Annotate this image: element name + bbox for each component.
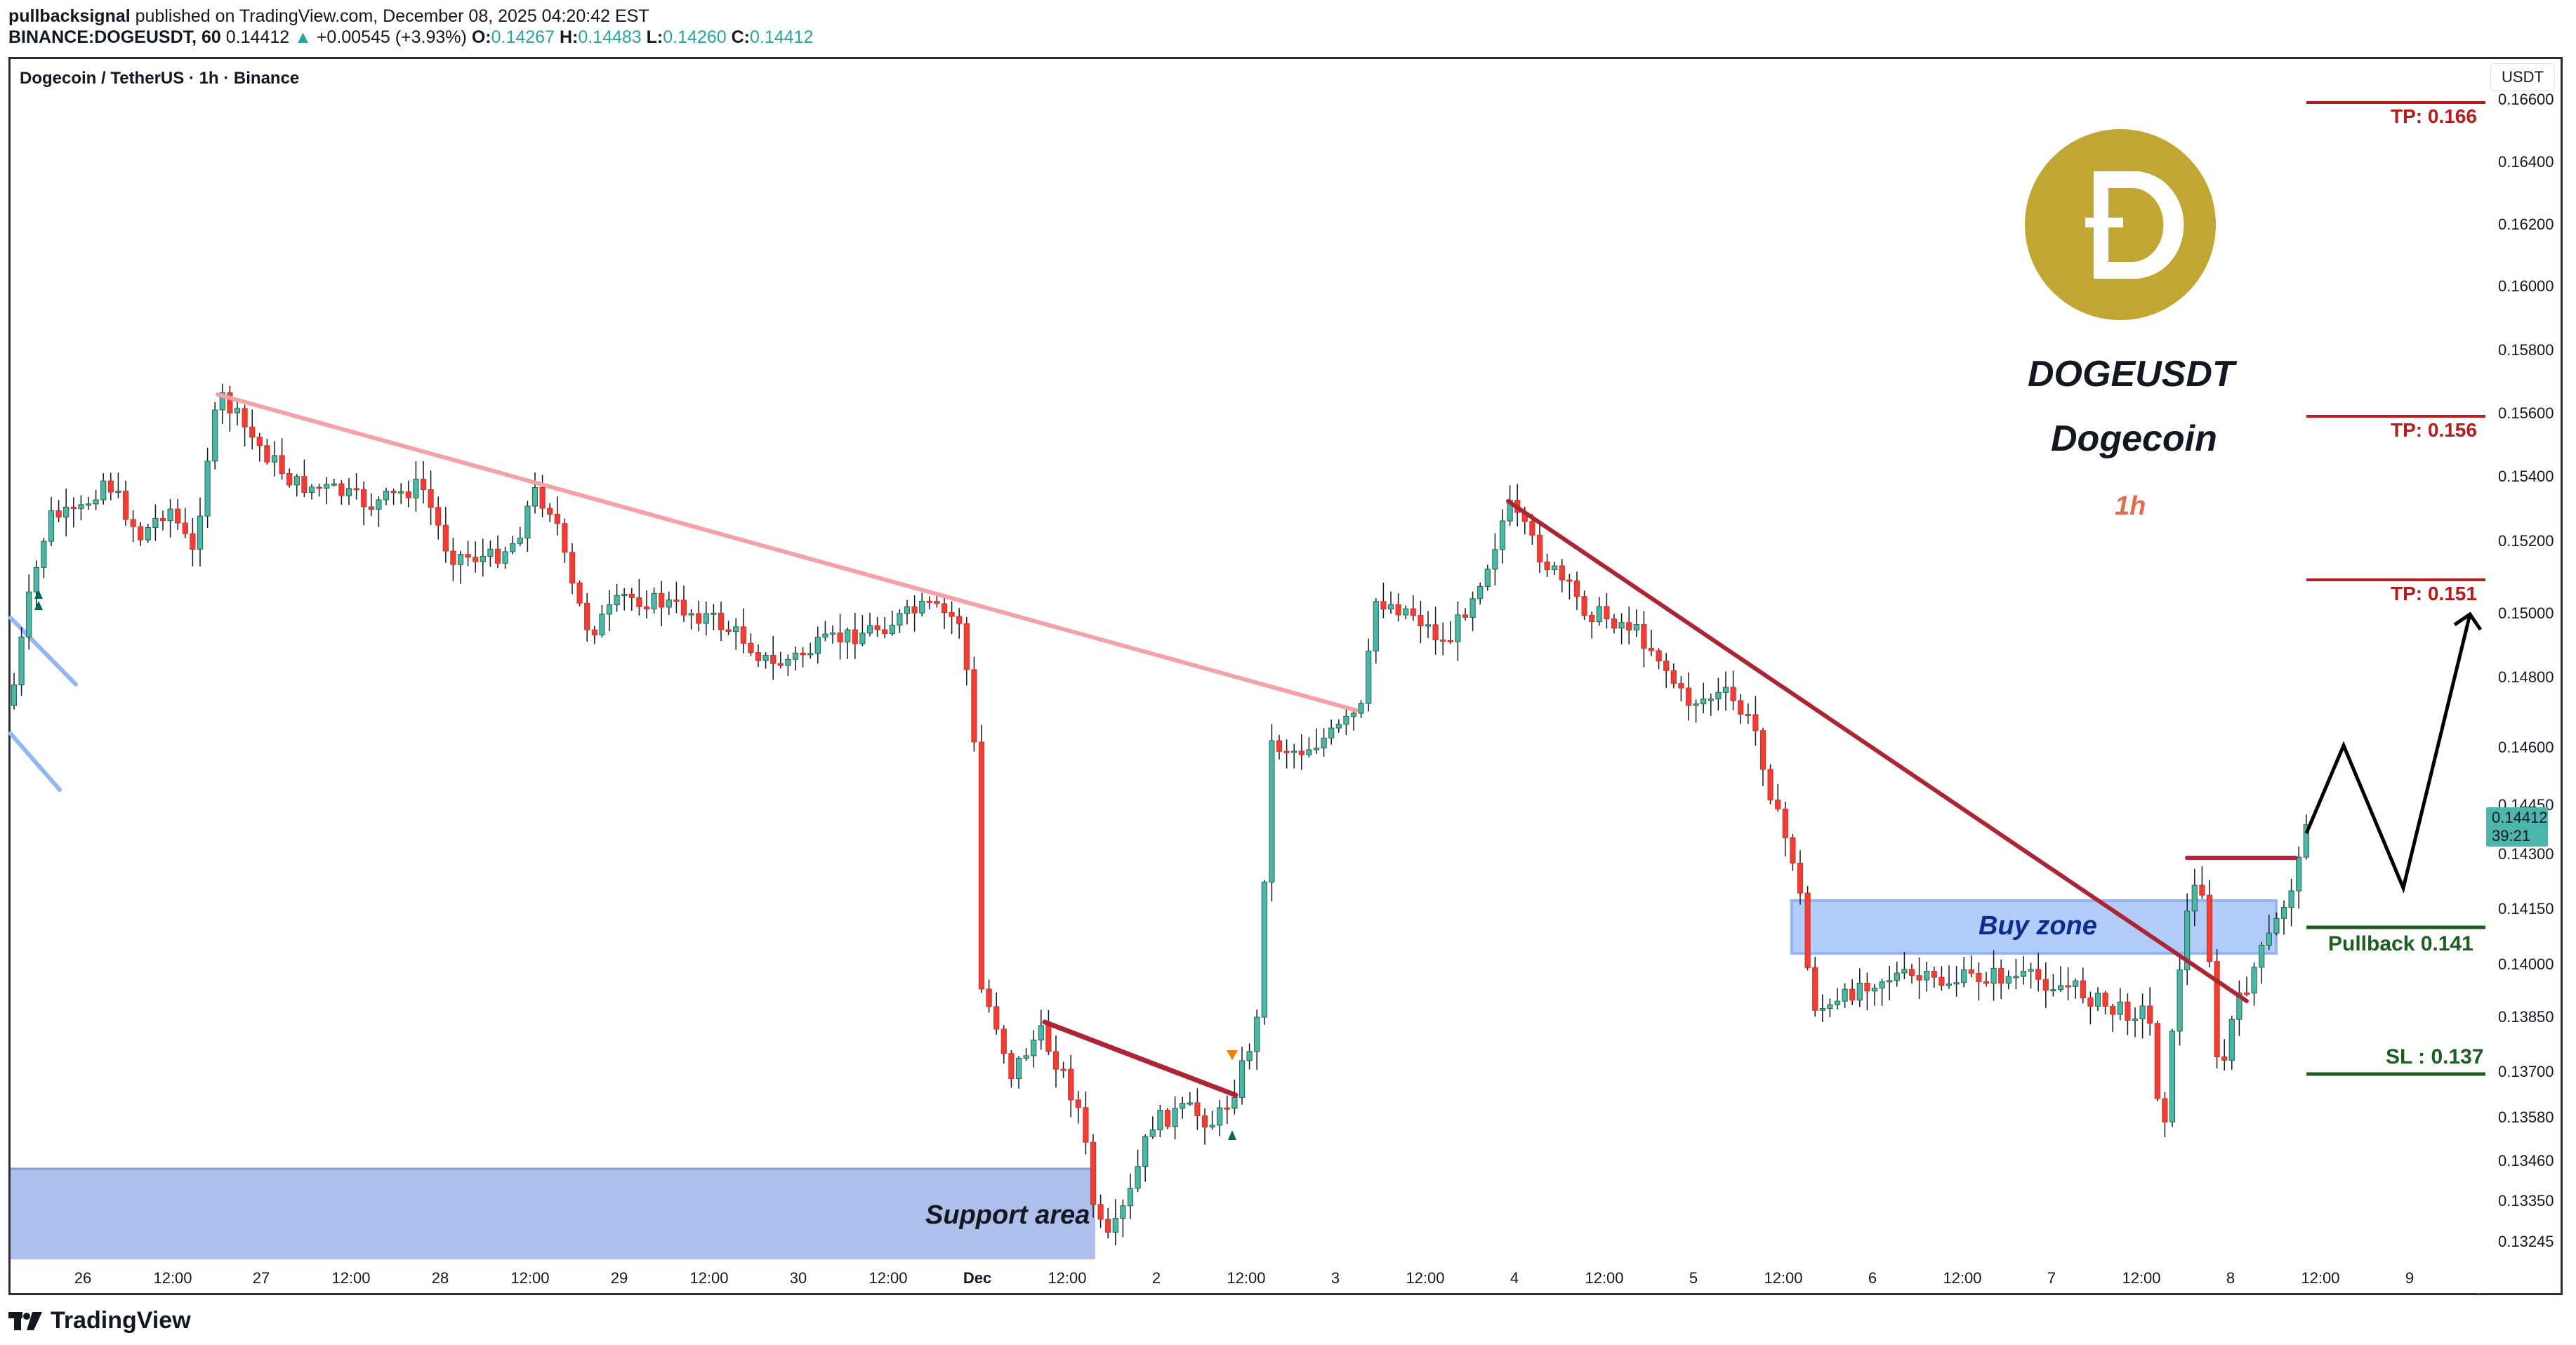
subtitle-label: Dogecoin (2051, 418, 2217, 459)
price-tick: 0.14600 (2498, 738, 2554, 756)
title-label: DOGEUSDT (2028, 354, 2235, 395)
support-area-label: Support area (925, 1200, 1090, 1230)
time-tick: 29 (610, 1269, 628, 1287)
price-tick: 0.16000 (2498, 277, 2554, 295)
buy-signal-icon (1228, 1130, 1236, 1140)
time-tick: 12:00 (2301, 1269, 2340, 1287)
low-value: 0.14260 (663, 27, 727, 47)
candlestick-series (11, 383, 2309, 1245)
open-label: O: (471, 27, 491, 47)
time-tick: 30 (789, 1269, 807, 1287)
price-tick: 0.14800 (2498, 668, 2554, 686)
tp1-label: TP: 0.151 (2391, 583, 2477, 604)
price-tick: 0.13850 (2498, 1008, 2554, 1026)
time-tick: 6 (1868, 1269, 1877, 1287)
up-triangle-icon: ▲ (294, 27, 312, 47)
time-tick: 9 (2405, 1269, 2415, 1287)
symbol-name: BINANCE:DOGEUSDT, 60 (8, 27, 221, 47)
published-text: published on TradingView.com, December 0… (130, 6, 649, 26)
time-tick: 12:00 (1943, 1269, 1982, 1287)
pullback-label: Pullback 0.141 (2328, 932, 2473, 955)
buy-signal-icon-2 (34, 590, 43, 599)
close-label: C: (731, 27, 750, 47)
time-tick: 12:00 (1585, 1269, 1624, 1287)
price-tick: 0.14300 (2498, 845, 2554, 863)
currency-button[interactable]: USDT (2490, 63, 2555, 91)
low-label: L: (646, 27, 663, 47)
price-tick: 0.16600 (2498, 91, 2554, 108)
chart-frame (8, 57, 2563, 1295)
tradingview-brand: TradingView (51, 1307, 191, 1334)
sl-label: SL : 0.137 (2386, 1045, 2484, 1068)
buy-zone-label: Buy zone (1979, 911, 2097, 941)
time-tick: 26 (74, 1269, 92, 1287)
time-tick: 12:00 (1227, 1269, 1266, 1287)
price-tick: 0.15200 (2498, 532, 2554, 550)
price-tick: 0.15000 (2498, 604, 2554, 622)
price-tick: 0.15400 (2498, 468, 2554, 485)
price-tick: 0.13460 (2498, 1152, 2554, 1170)
price-change: +0.00545 (+3.93%) (316, 27, 467, 47)
time-tick: 28 (431, 1269, 449, 1287)
high-value: 0.14483 (578, 27, 642, 47)
projection-path (2304, 614, 2472, 894)
time-tick: 2 (1151, 1269, 1161, 1287)
time-tick: 12:00 (1048, 1269, 1087, 1287)
publisher-name[interactable]: pullbacksignal (8, 6, 131, 26)
price-tick: 0.14150 (2498, 900, 2554, 917)
time-tick: 7 (2047, 1269, 2056, 1287)
current-price-tag: 0.14412 39:21 (2486, 807, 2548, 847)
trendline-dark (1506, 499, 2249, 1003)
tradingview-icon (8, 1311, 42, 1330)
buy-signal-icon-3 (34, 601, 43, 610)
price-tick: 0.14000 (2498, 955, 2554, 973)
last-price: 0.14412 (225, 27, 290, 47)
time-tick: 27 (252, 1269, 270, 1287)
open-value: 0.14267 (491, 27, 555, 47)
high-label: H: (559, 27, 579, 47)
dogecoin-logo (2025, 129, 2216, 320)
sell-signal-icon (1227, 1050, 1238, 1060)
time-tick: 4 (1510, 1269, 1519, 1287)
price-tick: 0.13700 (2498, 1063, 2554, 1080)
tp3-label: TP: 0.166 (2391, 105, 2477, 127)
price-tick: 0.16400 (2498, 153, 2554, 171)
time-tick: 12:00 (331, 1269, 371, 1287)
time-tick: 8 (2226, 1269, 2235, 1287)
arrow-head-icon (2453, 611, 2483, 631)
timeframe-label: 1h (2115, 491, 2146, 521)
tradingview-logo[interactable]: TradingView (8, 1307, 191, 1334)
time-tick: 12:00 (153, 1269, 192, 1287)
price-tick: 0.13580 (2498, 1108, 2554, 1126)
time-tick: 12:00 (1764, 1269, 1803, 1287)
tp2-label: TP: 0.156 (2391, 419, 2477, 441)
publish-info: pullbacksignal published on TradingView.… (8, 6, 649, 27)
price-tick: 0.13350 (2498, 1192, 2554, 1210)
time-tick: 12:00 (510, 1269, 550, 1287)
price-tick: 0.16200 (2498, 216, 2554, 233)
chart-legend: Dogecoin / TetherUS · 1h · Binance (20, 69, 300, 88)
symbol-info: BINANCE:DOGEUSDT, 60 0.14412 ▲ +0.00545 … (8, 27, 813, 48)
time-tick: 12:00 (689, 1269, 729, 1287)
current-price: 0.14412 (2492, 809, 2548, 826)
time-tick: 5 (1689, 1269, 1698, 1287)
time-tick: Dec (963, 1269, 992, 1287)
trendline-short (1042, 1019, 1239, 1098)
price-tick: 0.15600 (2498, 404, 2554, 422)
close-value: 0.14412 (749, 27, 814, 47)
price-tick: 0.15800 (2498, 341, 2554, 359)
countdown: 39:21 (2492, 827, 2531, 844)
price-tick: 0.13245 (2498, 1233, 2554, 1250)
support-area-zone (11, 1168, 1095, 1259)
time-tick: 12:00 (2122, 1269, 2161, 1287)
trendline-light (216, 392, 1359, 713)
time-tick: 12:00 (868, 1269, 908, 1287)
time-tick: 12:00 (1406, 1269, 1445, 1287)
time-tick: 3 (1330, 1269, 1340, 1287)
